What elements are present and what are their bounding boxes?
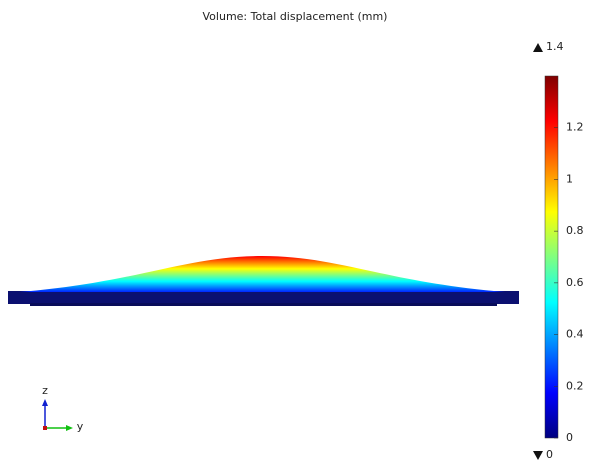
slab-edge <box>30 303 497 306</box>
chart-title: Volume: Total displacement (mm) <box>203 10 388 23</box>
y-label: y <box>77 420 84 433</box>
min-label: 0 <box>546 448 553 461</box>
colorbar-tick-label: 1.2 <box>566 121 584 134</box>
min-marker <box>533 451 543 460</box>
z-arrowhead <box>42 399 48 406</box>
max-label: 1.4 <box>546 40 564 53</box>
colorbar-tick-label: 0.4 <box>566 328 584 341</box>
z-label: z <box>42 384 48 397</box>
chart: Volume: Total displacement (mm) 1.4 0 z … <box>0 0 590 466</box>
y-arrowhead <box>66 425 73 431</box>
colorbar-tick-label: 0.8 <box>566 224 584 237</box>
colorbar-tick-label: 0 <box>566 431 573 444</box>
origin <box>43 426 47 430</box>
colorbar <box>545 76 558 438</box>
colorbar-tick-label: 0.6 <box>566 276 584 289</box>
colorbar-tick-label: 1 <box>566 172 573 185</box>
colorbar-tick-label: 0.2 <box>566 379 584 392</box>
slab <box>8 291 519 304</box>
max-marker <box>533 43 543 52</box>
dome <box>20 256 505 292</box>
